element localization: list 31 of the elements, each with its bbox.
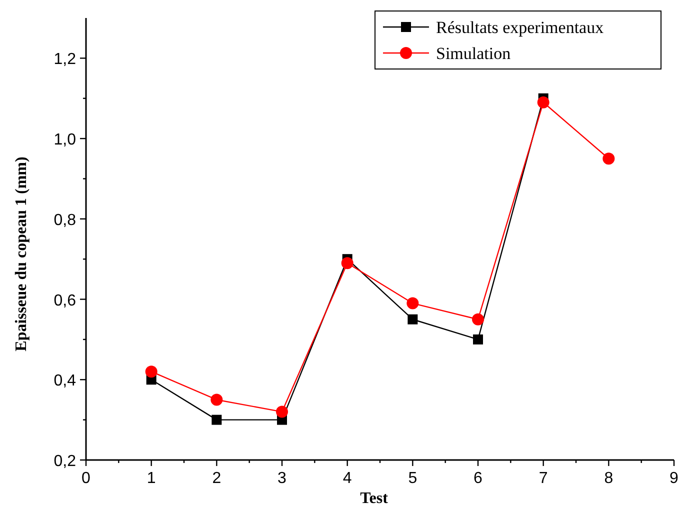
y-tick-label: 0,4 bbox=[54, 372, 76, 390]
point bbox=[212, 414, 222, 425]
x-tick-label: 5 bbox=[408, 470, 418, 487]
x-tick-label: 6 bbox=[474, 470, 483, 487]
x-tick-label: 0 bbox=[82, 470, 91, 487]
point bbox=[341, 257, 354, 270]
x-tick-label: 2 bbox=[212, 470, 222, 487]
point bbox=[408, 314, 418, 324]
x-tick-label: 9 bbox=[670, 470, 679, 487]
point bbox=[537, 96, 550, 108]
y-tick-label: 0,6 bbox=[54, 292, 76, 310]
x-tick-label: 1 bbox=[146, 470, 156, 487]
legend-label: Simulation bbox=[436, 44, 512, 63]
x-tick-label: 4 bbox=[342, 470, 352, 487]
x-tick-label: 7 bbox=[538, 470, 548, 487]
point bbox=[145, 366, 158, 378]
x-tick-label: 3 bbox=[278, 470, 287, 487]
point bbox=[276, 406, 288, 418]
point bbox=[602, 152, 615, 165]
y-tick-label: 0,8 bbox=[54, 212, 76, 229]
y-axis-title: Epaisseue du copeau 1 (mm) bbox=[13, 156, 30, 352]
point bbox=[472, 313, 484, 326]
y-tick-label: 0,2 bbox=[54, 453, 76, 470]
x-axis-title: Test bbox=[360, 490, 389, 507]
point bbox=[406, 297, 419, 310]
x-tick-label: 8 bbox=[604, 470, 614, 487]
point bbox=[473, 334, 483, 344]
legend-label: Résultats experimentaux bbox=[436, 18, 604, 37]
y-tick-label: 1,0 bbox=[54, 132, 76, 149]
y-tick-label: 1,2 bbox=[54, 51, 76, 68]
point bbox=[210, 394, 223, 406]
